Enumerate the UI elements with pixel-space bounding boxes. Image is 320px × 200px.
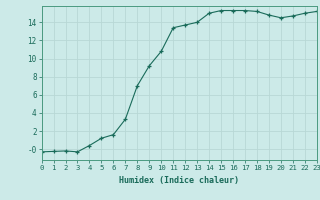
X-axis label: Humidex (Indice chaleur): Humidex (Indice chaleur)	[119, 176, 239, 185]
